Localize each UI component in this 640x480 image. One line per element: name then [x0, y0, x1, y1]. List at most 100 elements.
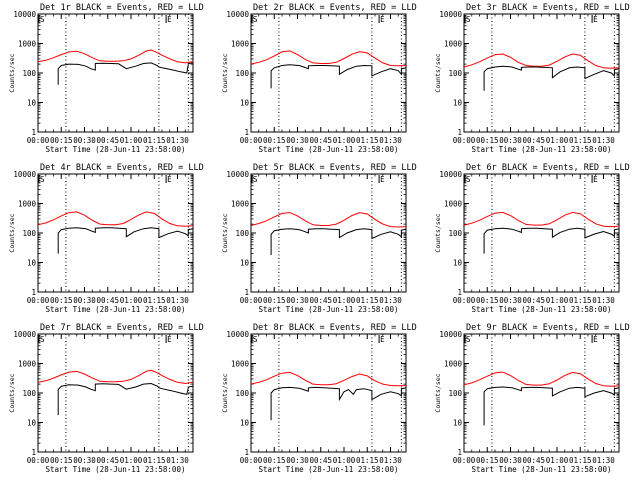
y-tick-label: 100	[235, 229, 249, 238]
x-tick-label: 00:30	[73, 136, 96, 145]
panel-det-5: Det 5r BLACK = Events, RED = LLD 1 10 100 10…	[221, 163, 417, 314]
x-axis-label: Start Time (28-Jun-11 23:58:00)	[46, 145, 186, 154]
y-tick-label: 10000	[439, 10, 462, 19]
y-axis-label: Counts/sec	[434, 53, 442, 92]
series-line-events	[57, 227, 194, 254]
x-tick-label: 00:00	[453, 456, 476, 465]
x-axis-label: Start Time (28-Jun-11 23:58:00)	[259, 465, 399, 474]
series-line-lld	[463, 53, 620, 69]
x-tick-label: 00:45	[522, 136, 545, 145]
x-axis-label: Start Time (28-Jun-11 23:58:00)	[46, 465, 186, 474]
x-tick-label: 01:30	[379, 296, 402, 305]
x-tick-label: 01:00	[546, 296, 569, 305]
series-line-lld	[463, 211, 620, 228]
x-tick-label: 01:00	[333, 136, 356, 145]
x-tick-label: 00:30	[286, 296, 309, 305]
panel-det-8: Det 8r BLACK = Events, RED = LLD 1 10 100 10…	[221, 323, 417, 474]
x-tick-label: 01:15	[356, 456, 379, 465]
series-line-lld	[463, 371, 620, 387]
x-tick-label: 00:15	[50, 136, 73, 145]
series-line-events	[57, 62, 194, 85]
y-tick-label: 1	[244, 448, 249, 457]
x-tick-label: 00:45	[96, 296, 119, 305]
y-axis-label: Counts/sec	[434, 373, 442, 412]
x-tick-label: 00:45	[309, 296, 332, 305]
x-tick-label: 01:30	[166, 456, 189, 465]
x-tick-label: 00:30	[499, 456, 522, 465]
y-axis-label: Counts/sec	[8, 373, 16, 412]
x-tick-label: 00:15	[476, 136, 499, 145]
series-line-events	[483, 227, 620, 254]
x-tick-label: 00:45	[522, 456, 545, 465]
series-line-lld	[250, 50, 407, 67]
x-axis-label: Start Time (28-Jun-11 23:58:00)	[472, 465, 612, 474]
y-tick-label: 100	[235, 389, 249, 398]
marker-s-label: S	[253, 335, 258, 344]
panel-title: Det 3r BLACK = Events, RED = LLD	[466, 3, 630, 13]
marker-s-label: S	[253, 175, 258, 184]
x-tick-label: 00:15	[476, 296, 499, 305]
x-tick-label: 01:00	[546, 136, 569, 145]
panel-det-6: Det 6r BLACK = Events, RED = LLD 1 10 100 10…	[434, 163, 630, 314]
y-tick-label: 1	[457, 128, 462, 137]
x-tick-label: 01:30	[166, 136, 189, 145]
x-tick-label: 00:15	[476, 456, 499, 465]
panel-title: Det 8r BLACK = Events, RED = LLD	[253, 323, 417, 333]
x-tick-label: 01:15	[569, 296, 592, 305]
y-tick-label: 100	[22, 69, 36, 78]
panel-title: Det 9r BLACK = Events, RED = LLD	[466, 323, 630, 333]
x-tick-label: 00:30	[286, 456, 309, 465]
marker-e-label: E	[593, 15, 598, 24]
marker-e-label: E	[380, 15, 385, 24]
marker-e-label: E	[593, 175, 598, 184]
plot-frame	[250, 333, 407, 453]
y-tick-label: 10	[453, 99, 463, 108]
x-tick-label: 00:15	[263, 456, 286, 465]
y-tick-label: 100	[448, 389, 462, 398]
series-line-lld	[250, 371, 407, 387]
x-tick-label: 00:45	[522, 296, 545, 305]
marker-e-label: E	[593, 335, 598, 344]
y-axis-label: Counts/sec	[221, 53, 229, 92]
series-line-events	[270, 64, 407, 89]
x-tick-label: 00:30	[286, 136, 309, 145]
y-tick-label: 1	[31, 128, 36, 137]
x-tick-label: 01:30	[379, 456, 402, 465]
x-tick-label: 01:15	[356, 296, 379, 305]
x-tick-label: 00:30	[73, 296, 96, 305]
panel-title: Det 1r BLACK = Events, RED = LLD	[40, 3, 204, 13]
plot-frame	[37, 333, 194, 453]
y-tick-label: 100	[22, 229, 36, 238]
panel-det-1: Det 1r BLACK = Events, RED = LLD 1 10 100 10…	[8, 3, 204, 154]
y-axis-label: Counts/sec	[221, 213, 229, 252]
y-tick-label: 10	[453, 419, 463, 428]
x-axis-label: Start Time (28-Jun-11 23:58:00)	[259, 305, 399, 314]
x-tick-label: 00:45	[96, 456, 119, 465]
x-tick-label: 00:00	[240, 456, 263, 465]
y-tick-label: 10	[27, 259, 37, 268]
x-tick-label: 00:30	[73, 456, 96, 465]
y-tick-label: 10000	[439, 170, 462, 179]
marker-s-label: S	[466, 335, 471, 344]
y-tick-label: 10000	[226, 10, 249, 19]
plot-frame	[463, 173, 620, 293]
x-tick-label: 00:15	[50, 456, 73, 465]
plot-frame	[37, 13, 194, 133]
y-tick-label: 1000	[231, 40, 250, 49]
x-tick-label: 00:00	[27, 136, 50, 145]
marker-s-label: S	[40, 175, 45, 184]
y-tick-label: 1	[31, 288, 36, 297]
y-tick-label: 100	[22, 389, 36, 398]
x-tick-label: 00:00	[240, 296, 263, 305]
x-tick-label: 00:30	[499, 296, 522, 305]
x-tick-label: 01:30	[592, 456, 615, 465]
y-tick-label: 10	[240, 259, 250, 268]
x-tick-label: 00:45	[309, 456, 332, 465]
series-line-lld	[250, 212, 407, 228]
y-tick-label: 10000	[13, 170, 36, 179]
marker-s-label: S	[40, 15, 45, 24]
series-line-events	[483, 65, 620, 91]
series-line-events	[270, 228, 407, 255]
y-tick-label: 100	[448, 229, 462, 238]
